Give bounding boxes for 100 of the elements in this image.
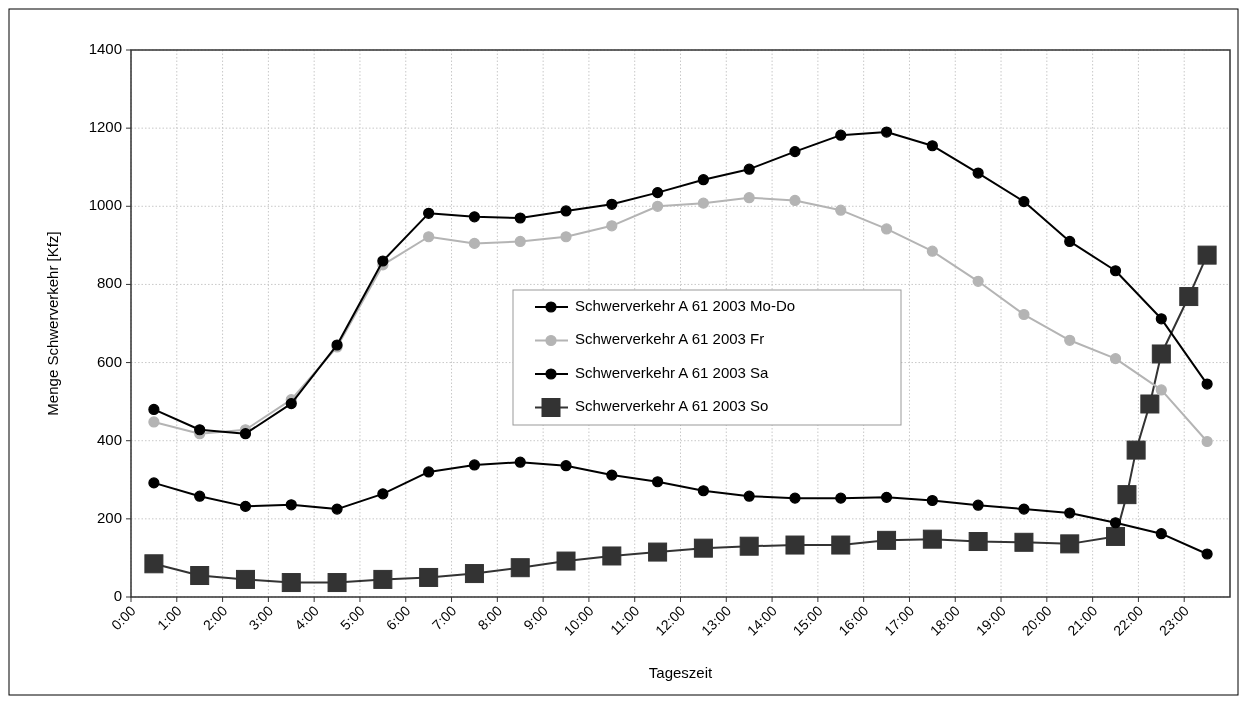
point — [697, 485, 709, 497]
point — [1018, 503, 1030, 515]
point — [652, 187, 664, 199]
point — [144, 554, 164, 574]
point — [1018, 196, 1030, 208]
point — [194, 490, 206, 502]
point — [743, 490, 755, 502]
point — [514, 212, 526, 224]
point — [560, 460, 572, 472]
y-tick-label: 1000 — [88, 196, 122, 214]
point — [1117, 485, 1137, 505]
point — [1126, 440, 1146, 460]
point — [510, 558, 530, 578]
point — [468, 211, 481, 223]
point — [1060, 534, 1080, 554]
point — [468, 237, 481, 249]
point — [1109, 517, 1122, 529]
point — [148, 403, 160, 416]
point — [423, 231, 435, 243]
point — [972, 499, 984, 511]
point — [148, 477, 160, 489]
point — [1064, 235, 1076, 248]
point — [697, 197, 709, 209]
point — [468, 459, 481, 471]
point — [835, 129, 847, 141]
point — [514, 456, 526, 468]
point — [148, 416, 160, 428]
y-tick-label: 0 — [113, 586, 122, 604]
point — [331, 503, 343, 515]
point — [972, 167, 984, 179]
y-tick-label: 600 — [96, 352, 122, 370]
point — [423, 466, 435, 478]
point — [1109, 265, 1122, 277]
point — [1155, 313, 1167, 325]
point — [239, 428, 252, 440]
point — [327, 573, 347, 593]
point — [739, 536, 759, 556]
point — [606, 198, 618, 210]
point — [602, 546, 622, 566]
y-axis-title: Menge Schwerverkehr [Kfz] — [44, 231, 61, 416]
legend-label: Schwerverkehr A 61 2003 Sa — [575, 363, 770, 381]
point — [281, 573, 301, 593]
point — [423, 207, 435, 219]
point — [743, 163, 755, 175]
point — [880, 491, 893, 503]
legend-label: Schwerverkehr A 61 2003 Mo-Do — [575, 296, 796, 314]
point — [926, 140, 938, 152]
y-tick-label: 400 — [96, 430, 122, 448]
point — [968, 532, 988, 552]
legend-label: Schwerverkehr A 61 2003 So — [575, 397, 769, 415]
point — [1201, 378, 1213, 390]
y-tick-label: 1200 — [88, 118, 122, 136]
point — [606, 469, 618, 481]
point — [1201, 548, 1213, 560]
point — [1064, 507, 1076, 519]
point — [1151, 344, 1171, 364]
point — [239, 500, 252, 512]
point — [377, 488, 389, 500]
point — [560, 231, 572, 243]
point — [972, 275, 984, 287]
point — [648, 542, 668, 562]
point — [652, 200, 664, 212]
point — [922, 529, 942, 549]
point — [835, 492, 847, 504]
point — [693, 538, 713, 558]
point — [419, 567, 439, 587]
point — [1140, 394, 1160, 414]
point — [1064, 334, 1076, 346]
point — [743, 192, 755, 204]
y-tick-label: 200 — [96, 508, 122, 526]
point — [373, 569, 393, 589]
point — [652, 476, 664, 488]
point — [285, 398, 297, 410]
point — [194, 424, 206, 436]
point — [697, 174, 709, 186]
y-tick-label: 800 — [96, 274, 122, 292]
point — [926, 494, 938, 507]
point — [1106, 526, 1126, 546]
point — [789, 194, 801, 207]
x-tick-label: 4:00 — [291, 602, 323, 634]
point — [880, 126, 893, 138]
point — [785, 535, 805, 555]
point — [1109, 353, 1122, 365]
x-axis-title: Tageszeit — [648, 664, 714, 681]
legend-label: Schwerverkehr A 61 2003 Fr — [575, 330, 765, 348]
point — [1018, 308, 1030, 321]
point — [377, 255, 389, 267]
point — [514, 235, 526, 248]
point — [835, 204, 847, 216]
point — [1155, 384, 1167, 396]
point — [877, 530, 897, 550]
point — [235, 569, 255, 589]
point — [789, 145, 801, 158]
point — [1014, 532, 1034, 552]
point — [1201, 435, 1213, 448]
point — [560, 205, 572, 217]
x-tick-label: 7:00 — [428, 602, 460, 634]
point — [1155, 528, 1167, 540]
point — [556, 551, 576, 571]
point — [190, 566, 210, 586]
